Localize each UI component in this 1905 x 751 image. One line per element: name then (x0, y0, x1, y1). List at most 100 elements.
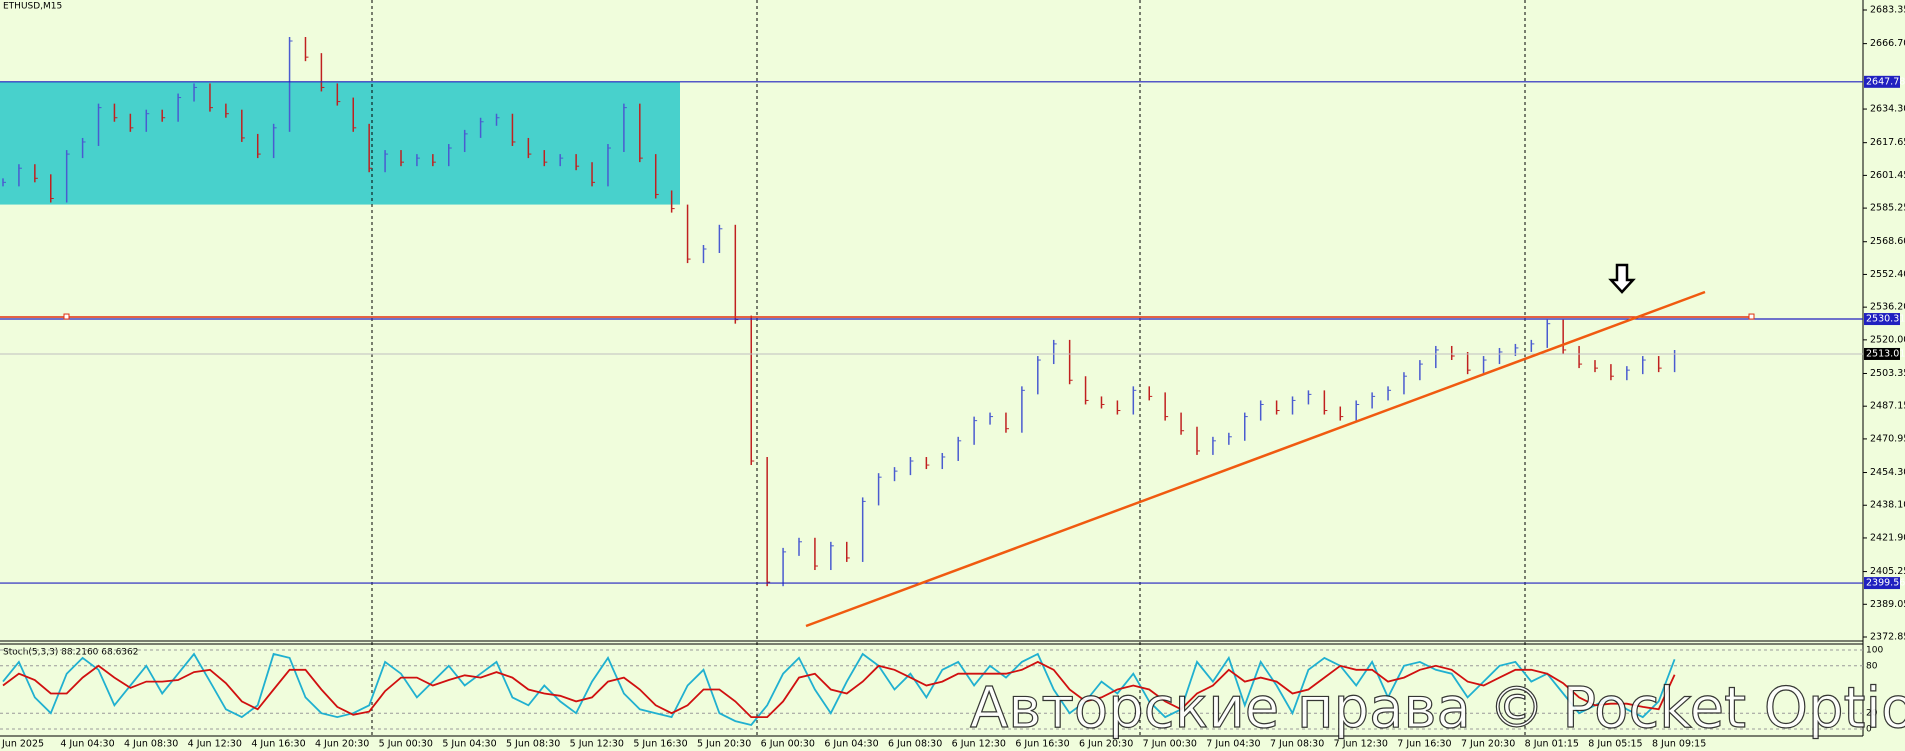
candle (1212, 436, 1216, 455)
candle (304, 36, 309, 62)
candle (1403, 372, 1407, 395)
candle (479, 117, 484, 138)
candle (1021, 386, 1025, 433)
candle (225, 103, 229, 118)
candle (1466, 352, 1471, 375)
stoch-tick-label: 100 (1866, 646, 1883, 656)
stoch-title: Stoch(5,3,3) 88.2160 68.6362 (3, 648, 138, 658)
candle (272, 123, 277, 159)
x-tick-label: 7 Jun 08:30 (1270, 739, 1324, 750)
candle (718, 224, 723, 253)
x-tick-label: 4 Jun 16:30 (251, 739, 305, 750)
current-price-label: 2513.01 (1866, 348, 1905, 359)
x-tick-label: 7 Jun 04:30 (1206, 739, 1260, 750)
candle (177, 93, 182, 122)
candle (113, 103, 118, 122)
level-label: 2399.56 (1866, 578, 1905, 589)
arrow-icon (1608, 263, 1636, 294)
level-label: 2530.31 (1866, 314, 1905, 325)
x-tick-label: 7 Jun 16:30 (1397, 739, 1451, 750)
candle (1005, 412, 1009, 433)
y-tick-label: 2601.45 (1870, 170, 1905, 181)
candle (1498, 347, 1503, 365)
candle (543, 150, 548, 167)
x-tick-label: 4 Jun 20:30 (315, 739, 369, 750)
candle (925, 457, 930, 470)
candle (1132, 386, 1137, 415)
candle (495, 113, 500, 126)
zone (0, 81, 680, 205)
y-tick-label: 2389.05 (1870, 599, 1905, 610)
candle (893, 467, 898, 482)
candle (702, 244, 707, 264)
current-price-box (1864, 347, 1900, 360)
candle (209, 83, 213, 112)
candle (1259, 400, 1264, 421)
watermark: Авторские права © Pocket Option (970, 676, 1905, 741)
candle (1228, 432, 1232, 445)
candle (670, 190, 675, 213)
x-tick-label: Jun 2025 (1, 739, 44, 750)
y-tick-label: 2470.95 (1870, 433, 1905, 444)
day-separators (371, 0, 1526, 736)
candle (2, 178, 6, 187)
candle (1546, 319, 1551, 348)
x-tick-label: 8 Jun 05:15 (1588, 739, 1642, 750)
candle (830, 541, 834, 571)
level-label-box (1864, 577, 1900, 590)
candle (416, 154, 420, 167)
candle (1594, 360, 1598, 373)
y-tick-label: 2438.10 (1870, 500, 1905, 511)
y-tick-label: 2617.65 (1870, 137, 1905, 148)
x-tick-label: 5 Jun 00:30 (379, 739, 433, 750)
candle (1180, 412, 1185, 435)
candle (1387, 386, 1392, 401)
candle (559, 154, 564, 167)
candle (81, 137, 86, 159)
candle (750, 315, 755, 466)
x-tick-label: 5 Jun 12:30 (570, 739, 624, 750)
level-label-box (1864, 75, 1900, 88)
candle (1530, 339, 1535, 352)
x-tick-label: 5 Jun 08:30 (506, 739, 560, 750)
candle (1148, 386, 1153, 401)
candle (352, 97, 357, 132)
candle (973, 416, 978, 445)
stoch-k (2, 652, 1676, 727)
candle (1164, 392, 1169, 421)
candle (861, 497, 866, 562)
candle (1307, 390, 1312, 405)
candle (607, 144, 611, 187)
candle (1562, 319, 1567, 354)
candle (65, 150, 70, 203)
y-tick-label: 2405.25 (1870, 566, 1905, 577)
candle (1578, 345, 1583, 369)
y-tick-label: 2552.40 (1870, 269, 1905, 280)
candle (989, 412, 994, 425)
candle (1196, 426, 1200, 455)
candle (193, 83, 198, 102)
candle (1355, 400, 1360, 421)
x-tick-label: 5 Jun 20:30 (697, 739, 751, 750)
candle (400, 150, 404, 167)
candle (384, 150, 389, 173)
x-tick-label: 7 Jun 12:30 (1334, 739, 1388, 750)
candle (623, 103, 627, 153)
candle (1435, 345, 1439, 369)
candle (798, 537, 802, 556)
candle (814, 537, 818, 571)
x-tick-label: 5 Jun 16:30 (633, 739, 687, 750)
candle (18, 164, 22, 187)
candle (782, 547, 787, 587)
x-tick-label: 7 Jun 20:30 (1461, 739, 1515, 750)
x-tick-label: 6 Jun 12:30 (952, 739, 1006, 750)
level-label: 2647.78 (1866, 76, 1905, 87)
x-tick-label: 7 Jun 00:30 (1143, 739, 1197, 750)
y-tick-label: 2585.25 (1870, 203, 1905, 214)
candle (256, 133, 261, 159)
candle (1244, 412, 1248, 441)
candle (50, 174, 54, 203)
candle (1657, 356, 1662, 373)
y-tick-label: 2683.35 (1870, 5, 1905, 16)
candle (1100, 396, 1105, 409)
